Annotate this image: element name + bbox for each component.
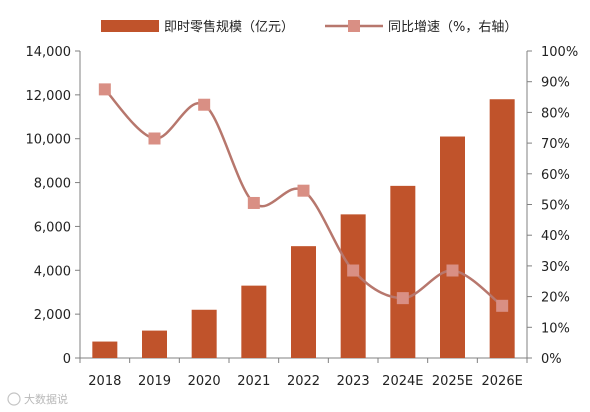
x-tick-label: 2024E — [382, 374, 423, 389]
y-right-tick-label: 40% — [541, 229, 570, 244]
legend-line-marker — [348, 20, 360, 32]
growth-line-point — [247, 196, 260, 209]
y-right-tick-label: 70% — [541, 137, 570, 152]
x-tick-label: 2019 — [138, 374, 171, 389]
growth-line-point — [396, 292, 409, 305]
bar — [291, 246, 316, 358]
axes: 0 2,000 4,000 6,000 8,000 10,000 12,000 14,000 0… — [26, 45, 579, 389]
bar — [241, 285, 267, 358]
x-tick-label: 2021 — [237, 374, 270, 389]
growth-line-point — [98, 83, 111, 96]
y-right-tick-label: 30% — [541, 260, 570, 275]
x-tick-label: 2023 — [337, 374, 370, 389]
growth-line-point — [496, 299, 509, 312]
bar — [390, 185, 416, 358]
growth-line-point — [347, 264, 360, 277]
y-left-tick-label: 2,000 — [34, 308, 71, 323]
y-left-tick-label: 0 — [63, 352, 71, 367]
y-right-tick-label: 50% — [541, 199, 570, 214]
growth-line-series — [98, 83, 509, 312]
bar — [92, 341, 118, 358]
bar — [142, 330, 167, 358]
y-left-tick-label: 12,000 — [26, 89, 72, 104]
growth-line-point — [198, 98, 211, 111]
y-right-tick-label: 90% — [541, 76, 570, 91]
bar — [191, 309, 217, 358]
growth-line-point — [446, 264, 459, 277]
growth-line-point — [148, 132, 161, 145]
growth-line-point — [297, 184, 310, 197]
y-right-tick-label: 0% — [541, 352, 562, 367]
y-left-tick-label: 4,000 — [34, 264, 71, 279]
watermark-logo-icon — [7, 392, 21, 406]
y-left-tick-label: 10,000 — [26, 133, 72, 148]
legend: 即时零售规模（亿元） 同比增速（%，右轴） — [101, 19, 517, 35]
x-tick-label: 2020 — [188, 374, 221, 389]
x-tick-label: 2018 — [88, 374, 121, 389]
watermark: 大数据说 — [7, 392, 68, 406]
y-right-tick-label: 100% — [541, 45, 578, 60]
y-right-tick-label: 20% — [541, 291, 570, 306]
y-right-tick-label: 10% — [541, 321, 570, 336]
bar — [489, 99, 515, 358]
x-tick-label: 2026E — [482, 374, 523, 389]
legend-bar-label: 即时零售规模（亿元） — [164, 19, 294, 35]
bar — [340, 214, 366, 358]
x-tick-label: 2025E — [432, 374, 473, 389]
watermark-text: 大数据说 — [24, 392, 68, 406]
y-left-tick-label: 14,000 — [26, 45, 72, 60]
legend-bar-swatch — [101, 20, 159, 32]
bar-series — [92, 99, 515, 358]
y-left-tick-label: 6,000 — [34, 220, 71, 235]
legend-line-label: 同比增速（%，右轴） — [388, 20, 517, 35]
y-right-tick-label: 60% — [541, 168, 570, 183]
y-right-tick-label: 80% — [541, 106, 570, 121]
x-tick-label: 2022 — [287, 374, 320, 389]
y-left-tick-label: 8,000 — [34, 177, 71, 192]
bar — [440, 136, 465, 358]
